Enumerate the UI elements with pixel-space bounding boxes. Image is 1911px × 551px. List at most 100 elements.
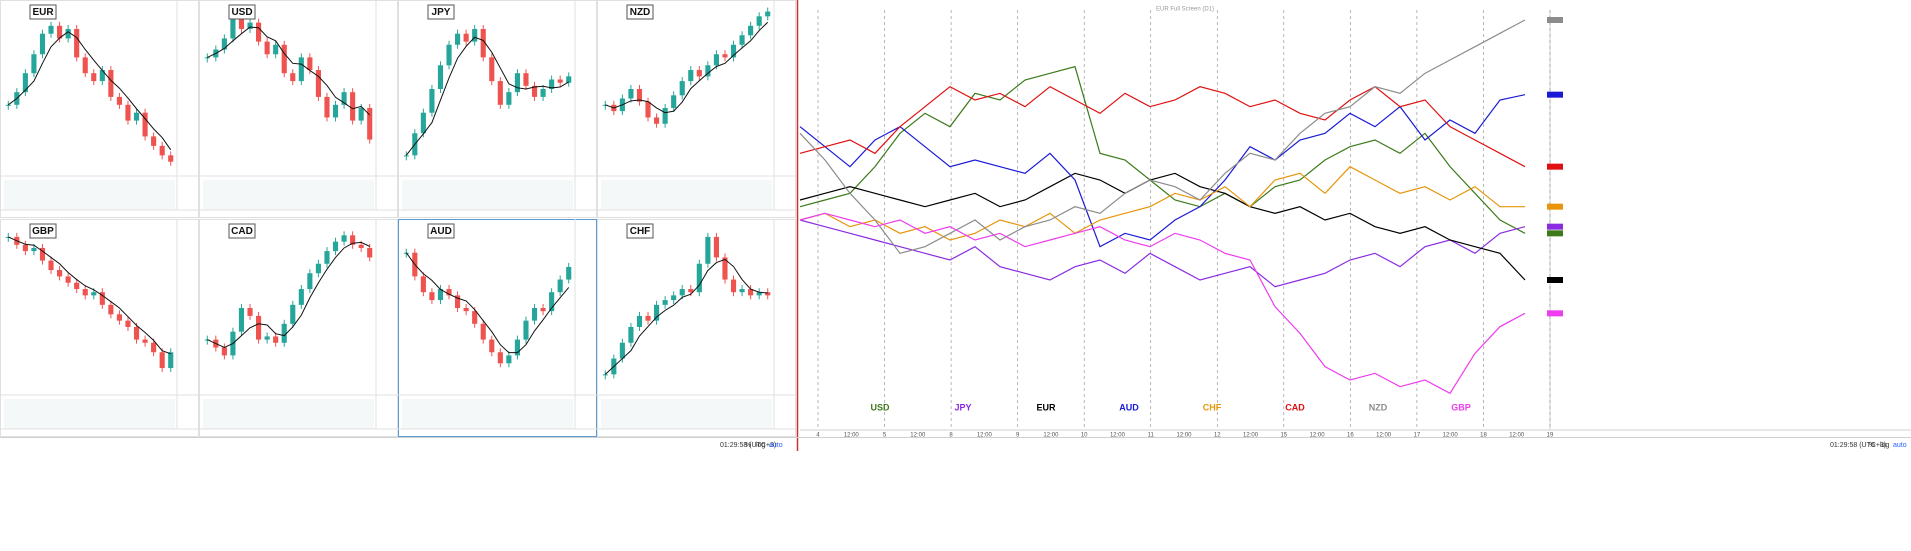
candle-body <box>420 276 426 293</box>
candle-body <box>256 22 262 42</box>
last-value-tag <box>1547 277 1563 283</box>
candle-body <box>116 314 122 321</box>
last-value-tag <box>1547 203 1563 210</box>
x-tick-label: 10 <box>1081 433 1088 439</box>
candle-body <box>221 347 227 356</box>
panel-frame <box>398 0 597 218</box>
candle-body <box>22 73 28 93</box>
candle-body <box>324 251 330 264</box>
candle-body <box>133 112 140 121</box>
candle-body <box>350 235 356 245</box>
candle-body <box>739 289 745 293</box>
candle-body <box>437 289 444 301</box>
candle-body <box>125 104 131 121</box>
candle-body <box>645 101 651 118</box>
candle-body <box>22 244 28 252</box>
candle-body <box>168 155 174 162</box>
candle-body <box>221 38 227 50</box>
candle-body <box>74 282 80 290</box>
candle-body <box>367 247 373 258</box>
x-tick-label: 12:00 <box>910 433 926 439</box>
candle-body <box>108 70 114 97</box>
symbol-badge <box>626 223 654 239</box>
moving-average <box>405 252 570 354</box>
candle-body <box>671 95 677 108</box>
candle-body <box>74 28 80 58</box>
candle-body <box>151 136 157 146</box>
series-line <box>799 165 1525 241</box>
candle-body <box>298 57 304 82</box>
toolbar-percent[interactable]: % <box>1869 442 1875 449</box>
x-tick-label: 12:00 <box>1110 433 1126 439</box>
symbol-label: USD <box>231 7 252 18</box>
candle-body <box>472 28 478 42</box>
candle-body <box>531 85 538 97</box>
x-tick-label: 12 <box>1214 433 1221 439</box>
candle-body <box>523 320 529 340</box>
series-line <box>799 85 1526 168</box>
last-value-tag <box>1547 230 1563 237</box>
moving-average <box>207 26 371 116</box>
symbol-label: NZD <box>630 7 651 18</box>
candle-body <box>5 104 11 106</box>
candle-body <box>688 289 694 293</box>
candle-body <box>247 308 253 316</box>
volume-area <box>203 180 374 210</box>
candle-body <box>65 28 71 39</box>
candle-body <box>636 315 643 327</box>
candle-body <box>159 145 165 156</box>
candle-body <box>82 289 88 296</box>
candle-body <box>159 352 165 369</box>
candle-body <box>455 295 461 308</box>
candle-body <box>619 342 625 359</box>
legend-label: NZD <box>1369 402 1388 412</box>
candle-body <box>65 276 71 283</box>
candle-body <box>480 323 486 340</box>
toolbar-log[interactable]: log <box>756 442 765 449</box>
symbol-label: AUD <box>430 226 452 237</box>
candle-body <box>654 117 660 124</box>
candle-body <box>281 323 287 343</box>
candle-body <box>307 273 313 290</box>
candle-body <box>31 54 37 74</box>
toolbar-auto[interactable]: auto <box>769 442 783 449</box>
symbol-badge <box>228 4 256 20</box>
legend-label: AUD <box>1119 402 1139 412</box>
candle-body <box>566 76 572 83</box>
candle-body <box>679 81 685 96</box>
toolbar-percent[interactable]: % <box>745 442 751 449</box>
candle-body <box>557 79 563 83</box>
candle-body <box>142 112 148 137</box>
toolbar-auto[interactable]: auto <box>1893 442 1907 449</box>
toolbar-log[interactable]: log <box>1880 442 1889 449</box>
panel-frame <box>199 219 398 437</box>
toolbar-time: 01:29:58 (UTC+3) <box>720 442 776 449</box>
symbol-badge <box>427 4 455 20</box>
symbol-label: GBP <box>32 226 54 237</box>
series-line <box>799 212 1526 395</box>
candle-body <box>238 308 245 332</box>
volume-area <box>4 399 175 429</box>
candle-body <box>671 295 677 301</box>
candle-body <box>57 270 63 277</box>
series-line <box>799 65 1526 234</box>
candle-body <box>446 44 452 66</box>
candle-body <box>472 311 478 324</box>
candle-body <box>523 73 529 86</box>
candle-body <box>722 54 728 58</box>
candle-body <box>48 260 54 271</box>
candle-body <box>636 89 643 102</box>
candle-body <box>506 355 512 364</box>
last-value-tag <box>1547 310 1563 317</box>
candle-body <box>31 247 37 252</box>
volume-area <box>402 399 573 429</box>
candle-body <box>204 57 210 59</box>
candle-body <box>429 89 435 113</box>
candle-body <box>264 41 270 55</box>
legend-label: CAD <box>1285 402 1305 412</box>
candle-body <box>455 33 461 45</box>
candle-body <box>315 263 321 274</box>
candle-body <box>367 107 373 140</box>
candle-body <box>324 96 330 118</box>
x-tick-label: 12:00 <box>1176 433 1192 439</box>
